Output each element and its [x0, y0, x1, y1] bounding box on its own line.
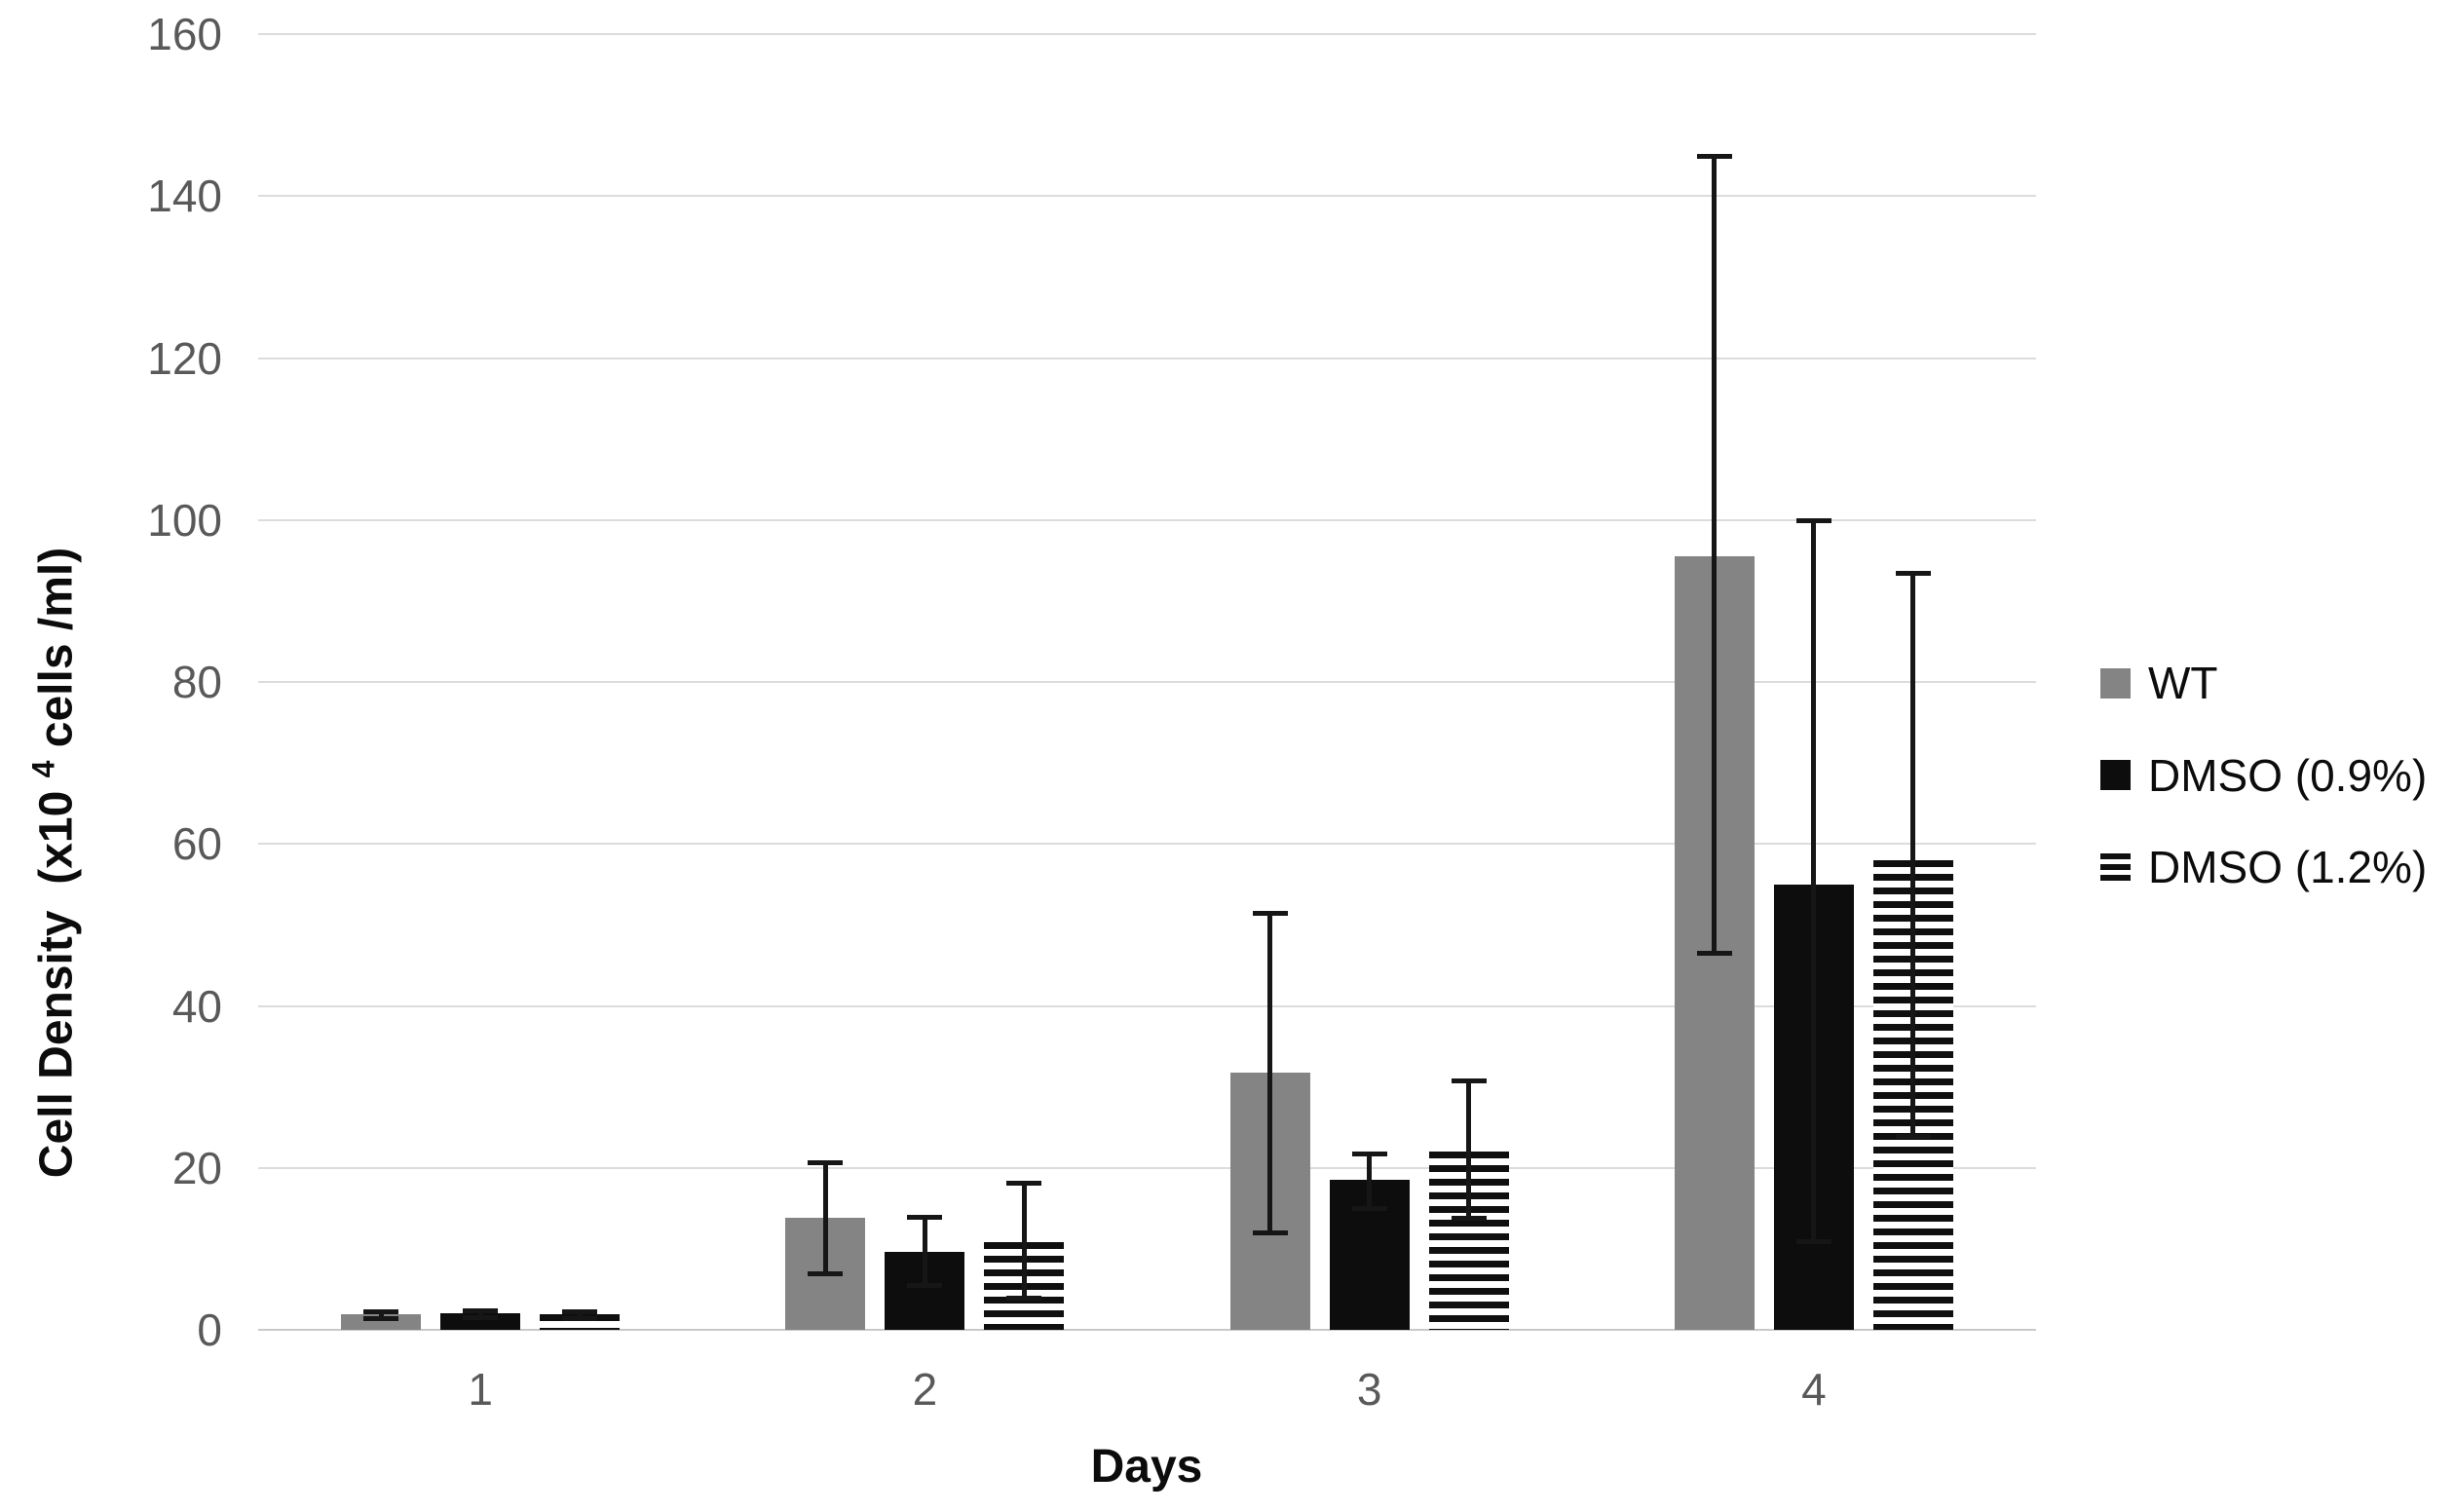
error-bar-cap-bottom — [1696, 951, 1732, 957]
error-bar-cap-bottom — [562, 1315, 598, 1321]
error-bar-cap-top — [1795, 517, 1831, 523]
error-bar-cap-top — [1006, 1180, 1042, 1186]
gridline-y120 — [258, 357, 2036, 359]
error-bar-cap-bottom — [808, 1270, 844, 1276]
x-tick-label-day2: 2 — [912, 1364, 938, 1415]
error-bar-cap-bottom — [363, 1315, 399, 1321]
y-tick-label: 40 — [171, 980, 222, 1032]
error-bar-line — [1021, 1182, 1027, 1298]
gridline-y20 — [258, 1166, 2036, 1169]
error-bar-line — [1367, 1153, 1373, 1209]
y-tick-label: 20 — [171, 1142, 222, 1193]
error-bar-cap-bottom — [1351, 1206, 1387, 1212]
gridline-y100 — [258, 518, 2036, 521]
error-bar-cap-top — [463, 1308, 499, 1314]
y-tick-label: 0 — [197, 1304, 222, 1355]
x-tick-label-day3: 3 — [1356, 1364, 1382, 1415]
error-bar-line — [378, 1310, 384, 1318]
error-bar-cap-bottom — [1895, 1133, 1931, 1139]
error-bar-line — [1712, 155, 1718, 954]
error-bar-cap-bottom — [1795, 1238, 1831, 1244]
error-bar-line — [822, 1161, 828, 1273]
y-tick-label: 60 — [171, 818, 222, 870]
error-bar-cap-top — [1451, 1077, 1487, 1083]
legend-label: WT — [2148, 658, 2218, 708]
error-bar-cap-top — [808, 1159, 844, 1165]
error-bar-cap-bottom — [1451, 1216, 1487, 1222]
legend-label: DMSO (0.9%) — [2148, 749, 2428, 801]
y-tick-label: 100 — [147, 494, 222, 546]
error-bar-cap-top — [1895, 570, 1931, 576]
error-bar-cap-top — [562, 1308, 598, 1314]
error-bar-line — [1811, 519, 1817, 1241]
legend-swatch-hstripes — [2100, 853, 2131, 882]
y-tick-label: 140 — [147, 170, 222, 222]
error-bar-line — [477, 1310, 483, 1317]
gridline-y60 — [258, 843, 2036, 846]
error-bar-cap-top — [1252, 910, 1288, 916]
legend-item-wt: WT — [2100, 659, 2427, 708]
error-bar-cap-top — [363, 1308, 399, 1314]
error-bar-cap-bottom — [907, 1283, 943, 1289]
x-axis-title: Days — [1090, 1441, 1203, 1493]
error-bar-line — [922, 1216, 927, 1286]
error-bar-cap-top — [907, 1214, 943, 1220]
error-bar-line — [1267, 912, 1273, 1233]
error-bar-cap-bottom — [1006, 1295, 1042, 1301]
legend-label: DMSO (1.2%) — [2148, 842, 2428, 893]
bar-dmso-0.9-day1 — [440, 1313, 521, 1330]
x-tick-label-day1: 1 — [468, 1364, 493, 1415]
gridline-y80 — [258, 681, 2036, 683]
error-bar-cap-top — [1696, 153, 1732, 159]
error-bar-line — [577, 1310, 583, 1318]
y-tick-label: 120 — [147, 332, 222, 384]
legend-item-dmso-1.2: DMSO (1.2%) — [2100, 843, 2427, 892]
gridline-y160 — [258, 33, 2036, 35]
bar-wt-day1 — [341, 1314, 422, 1330]
y-tick-label: 160 — [147, 9, 222, 59]
y-axis-title-superscript: 4 — [25, 760, 61, 778]
legend-swatch-solid-black — [2100, 760, 2131, 791]
error-bar-cap-bottom — [463, 1314, 499, 1320]
error-bar-cap-bottom — [1252, 1230, 1288, 1236]
error-bar-line — [1466, 1079, 1472, 1219]
gridline-y0 — [258, 1329, 2036, 1331]
legend-item-dmso-0.9: DMSO (0.9%) — [2100, 749, 2428, 801]
bar-dmso-1.2-day1 — [540, 1314, 621, 1330]
legend-swatch-solid-gray — [2100, 667, 2131, 699]
x-tick-label-day4: 4 — [1801, 1364, 1827, 1415]
y-axis-title-units: cells /ml) — [30, 547, 83, 761]
gridline-y140 — [258, 195, 2036, 198]
gridline-y40 — [258, 1004, 2036, 1007]
error-bar-line — [1910, 572, 1916, 1136]
y-tick-label: 80 — [171, 657, 222, 707]
error-bar-cap-top — [1351, 1151, 1387, 1156]
legend: WT DMSO (0.9%) DMSO (1.2%) — [2100, 659, 2427, 935]
